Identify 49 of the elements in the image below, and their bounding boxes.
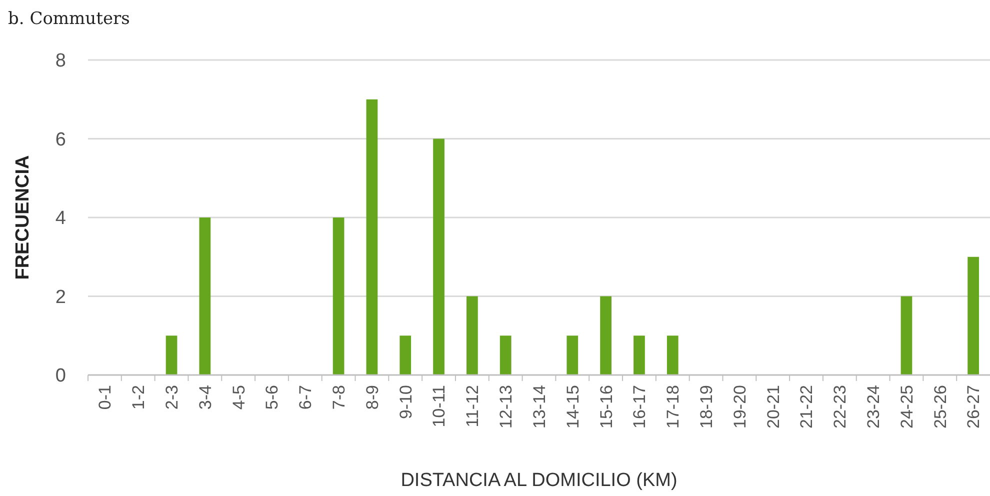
bar <box>900 296 912 375</box>
x-tick-label: 2-3 <box>162 385 182 410</box>
x-tick-label: 19-20 <box>730 385 750 428</box>
bar <box>332 218 344 375</box>
x-tick-label: 10-11 <box>430 385 449 428</box>
bar <box>433 138 444 375</box>
bar <box>400 336 412 375</box>
y-tick-label: 2 <box>55 286 66 308</box>
x-tick-label: 15-16 <box>596 385 616 428</box>
x-tick-label: 22-23 <box>830 385 850 428</box>
y-tick-label: 8 <box>55 50 66 72</box>
x-tick-label: 26-27 <box>964 385 984 428</box>
x-tick-label: 8-9 <box>362 385 382 410</box>
bar <box>634 336 645 375</box>
x-tick-label: 20-21 <box>764 385 783 428</box>
x-tick-label: 0-1 <box>96 385 115 410</box>
bar <box>600 296 612 375</box>
y-tick-label: 4 <box>55 208 66 230</box>
x-tick-label: 13-14 <box>530 385 549 428</box>
bar <box>166 336 178 375</box>
x-tick-label: 6-7 <box>296 385 316 410</box>
y-tick-label: 6 <box>55 129 66 150</box>
bar <box>666 336 678 375</box>
x-tick-label: 21-22 <box>797 385 816 428</box>
x-tick-label: 18-19 <box>696 385 716 428</box>
x-tick-label: 5-6 <box>262 385 282 410</box>
x-tick-label: 23-24 <box>864 385 884 428</box>
x-tick-label: 16-17 <box>630 385 650 428</box>
x-tick-label: 11-12 <box>463 385 482 428</box>
bar <box>466 296 478 375</box>
x-tick-label: 1-2 <box>129 385 148 410</box>
bar <box>968 256 979 375</box>
bar <box>500 336 512 375</box>
bar <box>199 218 211 375</box>
bar <box>366 99 378 375</box>
x-tick-label: 24-25 <box>897 385 916 428</box>
y-tick-label: 0 <box>55 366 66 387</box>
x-tick-label: 12-13 <box>496 385 516 428</box>
x-tick-label: 3-4 <box>196 385 215 410</box>
x-tick-label: 7-8 <box>330 385 349 410</box>
x-tick-label: 14-15 <box>563 385 582 428</box>
bar <box>566 336 578 375</box>
x-tick-label: 17-18 <box>664 385 683 428</box>
x-tick-label: 4-5 <box>229 385 248 410</box>
x-axis-title: DISTANCIA AL DOMICILIO (KM) <box>400 470 678 491</box>
x-tick-label: 25-26 <box>930 385 950 428</box>
chart-title: b. Commuters <box>8 9 130 29</box>
y-axis-title: FRECUENCIA <box>12 154 34 280</box>
x-tick-label: 9-10 <box>396 385 416 420</box>
